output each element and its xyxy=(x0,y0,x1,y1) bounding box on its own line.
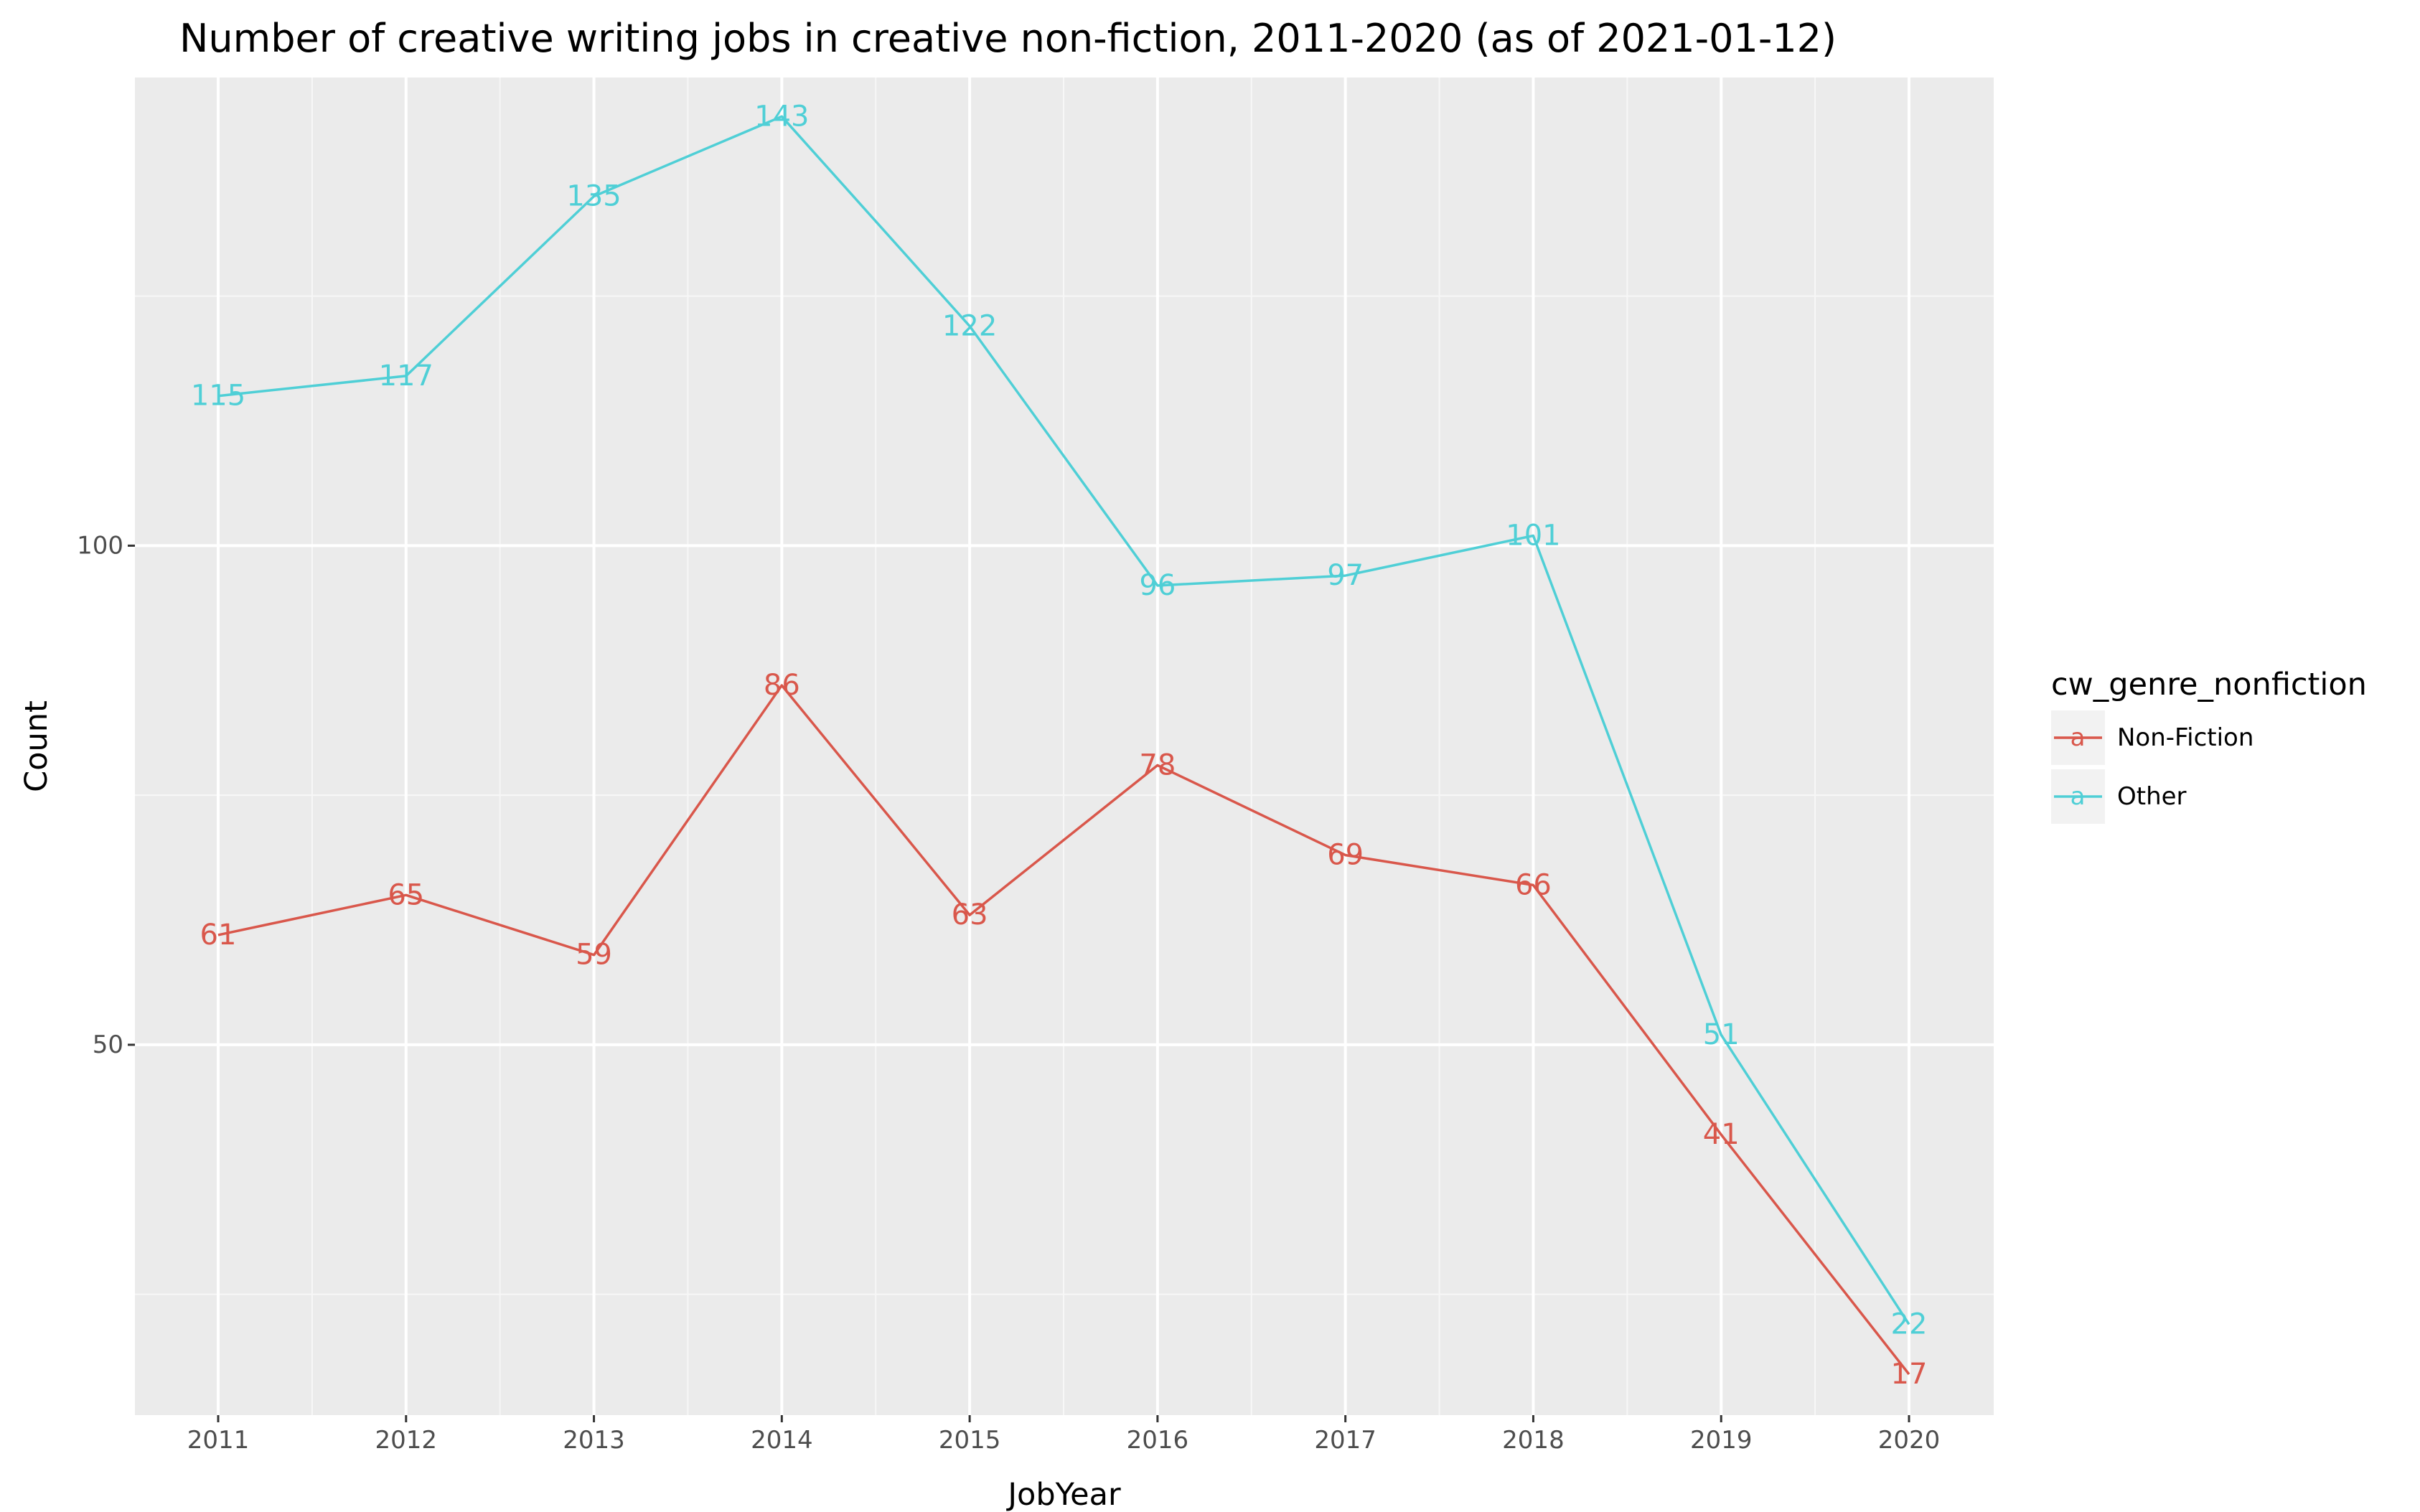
major-gridlines xyxy=(135,78,1994,1415)
legend: cw_genre_nonfiction a Non-Fiction a Other xyxy=(2051,667,2367,824)
y-tick-label: 50 xyxy=(93,1030,123,1059)
x-axis-title: JobYear xyxy=(1005,1477,1121,1512)
x-tick-label: 2018 xyxy=(1502,1426,1565,1455)
data-label: 22 xyxy=(1891,1307,1928,1340)
legend-label: Non-Fiction xyxy=(2117,723,2253,752)
y-axis: 50 100 xyxy=(77,531,135,1059)
x-tick-label: 2014 xyxy=(751,1426,813,1455)
data-label: 17 xyxy=(1891,1358,1928,1391)
data-label: 61 xyxy=(200,919,237,952)
data-label: 101 xyxy=(1506,519,1560,552)
data-label: 135 xyxy=(566,180,621,213)
x-tick-label: 2013 xyxy=(563,1426,625,1455)
data-label: 143 xyxy=(754,100,809,133)
data-label: 117 xyxy=(379,360,433,393)
x-tick-label: 2017 xyxy=(1314,1426,1377,1455)
data-label: 86 xyxy=(764,669,800,702)
data-label: 122 xyxy=(942,309,997,342)
x-tick-label: 2016 xyxy=(1127,1426,1189,1455)
y-axis-title: Count xyxy=(19,700,55,792)
legend-label: Other xyxy=(2117,782,2187,811)
x-tick-label: 2012 xyxy=(375,1426,438,1455)
series-lines xyxy=(217,115,1910,1376)
x-tick-label: 2019 xyxy=(1690,1426,1753,1455)
x-axis: 2011 2012 2013 2014 2015 2016 2017 2018 2019 2020 xyxy=(187,1415,1941,1455)
data-label: 65 xyxy=(388,878,424,911)
legend-title: cw_genre_nonfiction xyxy=(2051,667,2367,703)
legend-key-glyph: a xyxy=(2070,782,2086,811)
data-label: 59 xyxy=(576,939,612,972)
x-tick-label: 2015 xyxy=(939,1426,1001,1455)
data-label: 96 xyxy=(1139,569,1176,602)
data-label: 41 xyxy=(1703,1118,1740,1151)
x-tick-label: 2020 xyxy=(1878,1426,1941,1455)
data-label: 97 xyxy=(1327,559,1364,592)
legend-key-glyph: a xyxy=(2070,723,2086,752)
data-labels: 61 65 59 86 63 78 69 66 41 17 115 117 135 143 122 96 97 1… xyxy=(191,100,1928,1391)
data-label: 115 xyxy=(191,380,245,413)
series-line-0 xyxy=(217,684,1910,1376)
data-label: 69 xyxy=(1327,839,1364,872)
series-line-1 xyxy=(217,115,1910,1325)
data-label: 66 xyxy=(1515,868,1552,901)
data-label: 78 xyxy=(1139,748,1176,781)
legend-items: a Non-Fiction a Other xyxy=(2051,710,2253,824)
y-tick-label: 100 xyxy=(77,531,123,560)
data-label: 63 xyxy=(952,898,988,931)
minor-gridlines xyxy=(135,78,1994,1415)
data-label: 51 xyxy=(1703,1018,1740,1051)
x-tick-label: 2011 xyxy=(187,1426,250,1455)
chart-title: Number of creative writing jobs in creat… xyxy=(179,16,1837,61)
